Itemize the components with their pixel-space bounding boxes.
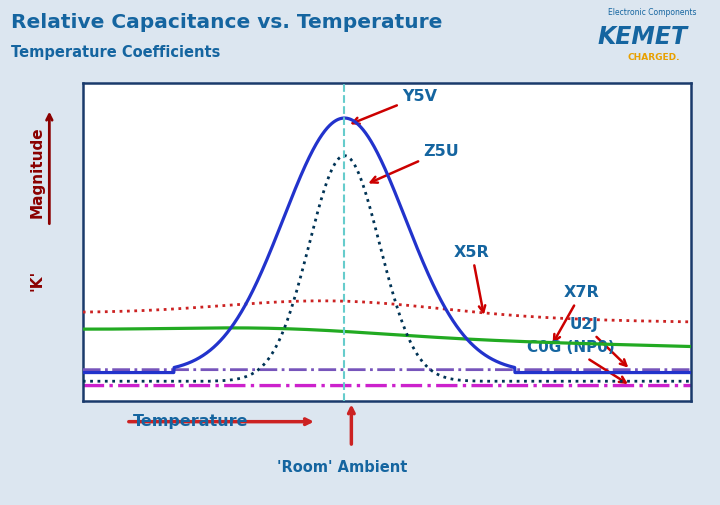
Text: 'K': 'K'	[30, 270, 45, 291]
Text: 'Room' Ambient: 'Room' Ambient	[277, 460, 408, 475]
Text: CHARGED.: CHARGED.	[628, 53, 680, 62]
Text: Magnitude: Magnitude	[30, 127, 45, 218]
Text: U2J: U2J	[570, 317, 626, 366]
Text: KEMET: KEMET	[598, 25, 688, 49]
Text: Z5U: Z5U	[371, 143, 459, 183]
Text: Y5V: Y5V	[353, 89, 437, 124]
Text: C0G (NP0): C0G (NP0)	[527, 340, 626, 383]
Text: Electronic Components: Electronic Components	[608, 8, 697, 17]
Text: Relative Capacitance vs. Temperature: Relative Capacitance vs. Temperature	[11, 13, 442, 32]
Text: X5R: X5R	[454, 245, 490, 312]
Text: Temperature Coefficients: Temperature Coefficients	[11, 45, 220, 61]
Text: X7R: X7R	[554, 285, 599, 341]
Text: Temperature: Temperature	[133, 414, 248, 429]
